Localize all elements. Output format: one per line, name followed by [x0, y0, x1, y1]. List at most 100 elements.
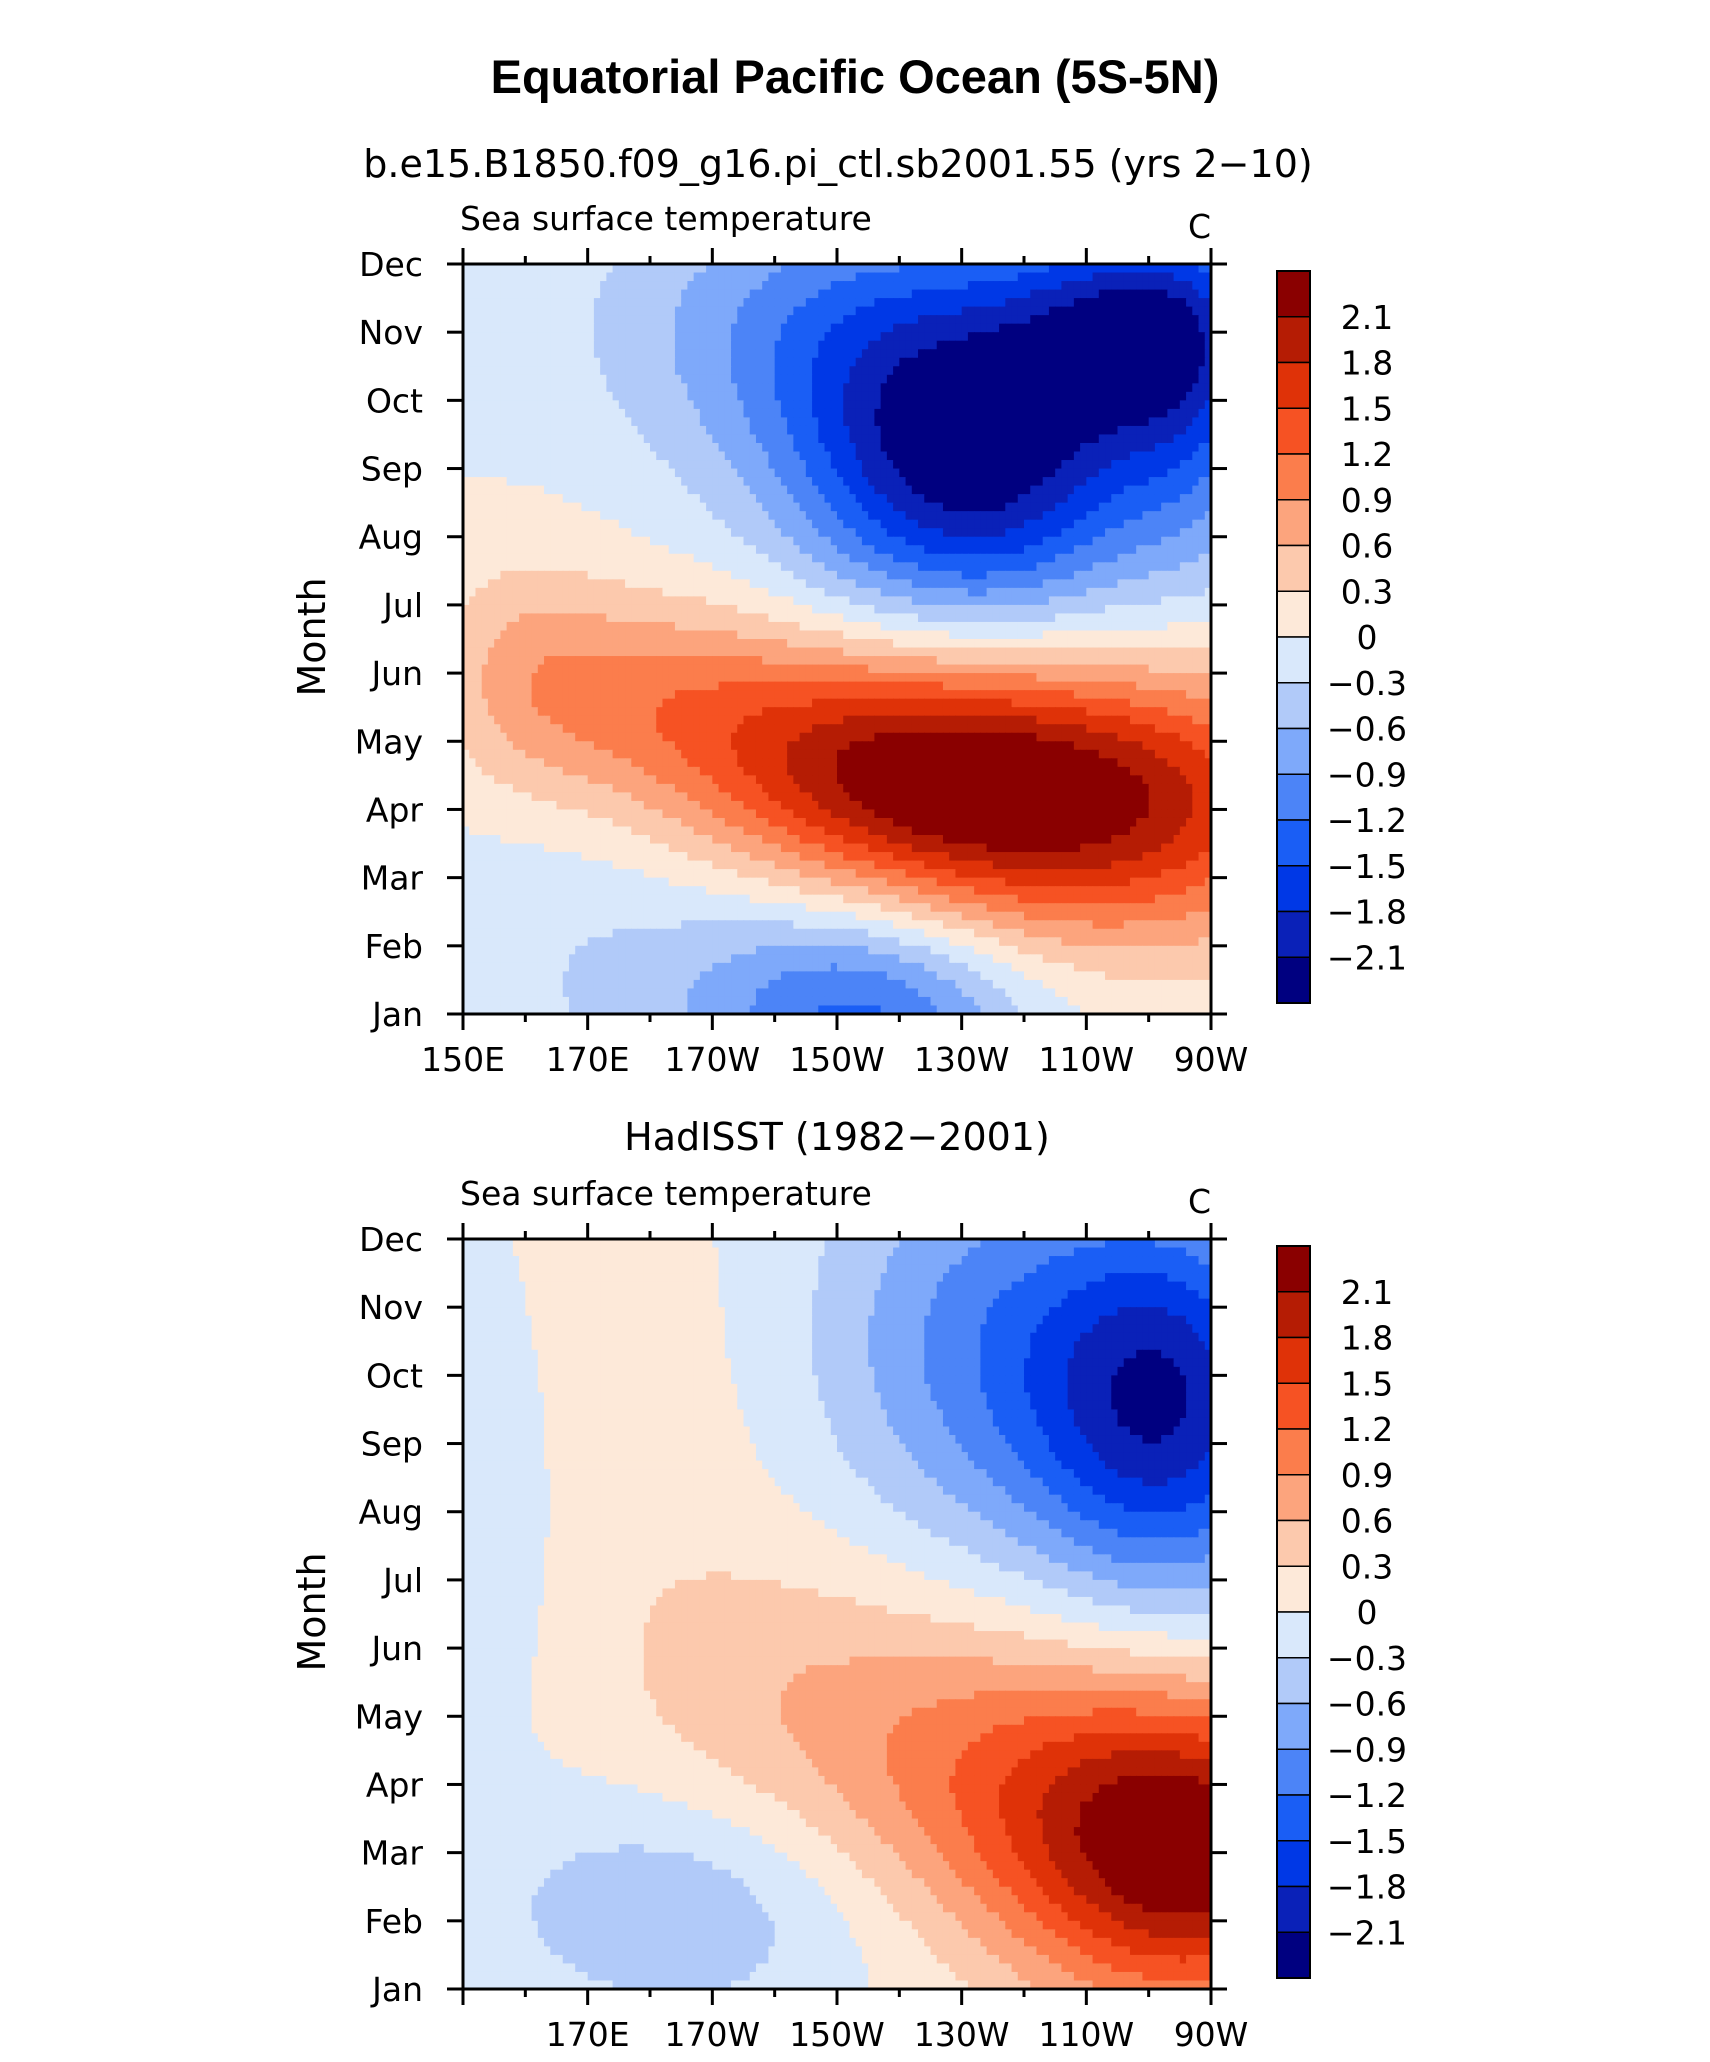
sst-cell	[1005, 349, 1013, 359]
sst-cell	[600, 451, 607, 461]
sst-cell	[824, 468, 832, 478]
sst-cell	[1098, 502, 1106, 512]
sst-cell	[880, 298, 888, 308]
sst-cell	[469, 545, 477, 555]
sst-cell	[992, 587, 1000, 597]
sst-cell	[1154, 604, 1162, 615]
sst-cell	[905, 340, 913, 350]
sst-cell	[612, 604, 620, 615]
sst-cell	[749, 562, 757, 572]
sst-cell	[986, 468, 994, 478]
sst-cell	[494, 494, 501, 504]
sst-cell	[992, 425, 1000, 436]
sst-cell	[974, 374, 981, 384]
sst-cell	[1055, 511, 1062, 521]
sst-cell	[999, 519, 1006, 529]
sst-cell	[1055, 596, 1062, 606]
sst-cell	[749, 604, 757, 615]
sst-cell	[650, 434, 657, 444]
sst-cell	[1148, 511, 1156, 521]
sst-cell	[1048, 536, 1056, 546]
sst-cell	[1048, 349, 1056, 359]
sst-cell	[1148, 451, 1156, 461]
sst-cell	[1154, 425, 1162, 436]
sst-cell	[1142, 451, 1150, 461]
sst-cell	[463, 357, 470, 367]
sst-cell	[1017, 374, 1025, 384]
sst-cell	[812, 579, 819, 589]
sst-cell	[967, 408, 975, 419]
sst-cell	[731, 272, 738, 282]
sst-cell	[737, 281, 745, 291]
sst-cell	[1067, 264, 1075, 274]
sst-cell	[1005, 562, 1013, 572]
sst-cell	[1148, 272, 1156, 282]
sst-cell	[562, 425, 570, 436]
sst-cell	[942, 596, 950, 606]
sst-cell	[631, 366, 639, 376]
sst-cell	[843, 562, 851, 572]
sst-cell	[974, 323, 981, 333]
sst-cell	[724, 553, 732, 563]
sst-cell	[949, 434, 957, 444]
sst-cell	[1105, 579, 1112, 589]
sst-cell	[905, 553, 913, 563]
sst-cell	[837, 485, 844, 495]
sst-cell	[886, 460, 894, 470]
sst-cell	[967, 477, 975, 487]
sst-cell	[668, 460, 676, 470]
sst-cell	[961, 570, 969, 580]
sst-cell	[475, 332, 483, 342]
sst-cell	[918, 425, 925, 436]
sst-cell	[893, 281, 900, 291]
sst-cell	[949, 587, 957, 597]
sst-cell	[787, 289, 794, 299]
sst-cell	[612, 374, 620, 384]
sst-cell	[1167, 604, 1175, 615]
sst-cell	[918, 502, 925, 512]
sst-cell	[662, 477, 670, 487]
sst-cell	[837, 366, 844, 376]
sst-cell	[1067, 460, 1075, 470]
sst-cell	[880, 460, 888, 470]
sst-cell	[606, 264, 614, 274]
sst-cell	[537, 332, 545, 342]
sst-cell	[525, 528, 533, 538]
sst-cell	[575, 408, 583, 419]
sst-cell	[868, 306, 875, 316]
sst-cell	[1179, 562, 1187, 572]
sst-cell	[936, 519, 944, 529]
sst-cell	[886, 570, 894, 580]
sst-cell	[1030, 494, 1038, 504]
sst-cell	[662, 613, 670, 623]
sst-cell	[992, 545, 1000, 555]
sst-cell	[600, 460, 607, 470]
sst-cell	[774, 408, 782, 419]
sst-cell	[712, 366, 720, 376]
sst-cell	[886, 477, 894, 487]
sst-cell	[1204, 579, 1212, 589]
sst-cell	[830, 579, 838, 589]
sst-cell	[562, 536, 570, 546]
sst-cell	[1024, 281, 1031, 291]
sst-cell	[1105, 553, 1112, 563]
sst-cell	[699, 502, 707, 512]
sst-cell	[1111, 511, 1119, 521]
sst-cell	[643, 562, 651, 572]
sst-cell	[581, 408, 589, 419]
sst-cell	[512, 315, 520, 325]
sst-cell	[749, 408, 757, 419]
sst-cell	[562, 442, 570, 453]
sst-cell	[1092, 604, 1100, 615]
sst-cell	[519, 315, 526, 325]
sst-cell	[650, 536, 657, 546]
sst-cell	[1098, 519, 1106, 529]
sst-cell	[606, 587, 614, 597]
sst-cell	[1080, 289, 1087, 299]
sst-cell	[980, 281, 988, 291]
sst-cell	[1198, 298, 1206, 308]
sst-cell	[1086, 408, 1094, 419]
sst-cell	[606, 434, 614, 444]
sst-cell	[843, 460, 851, 470]
sst-cell	[762, 264, 770, 274]
